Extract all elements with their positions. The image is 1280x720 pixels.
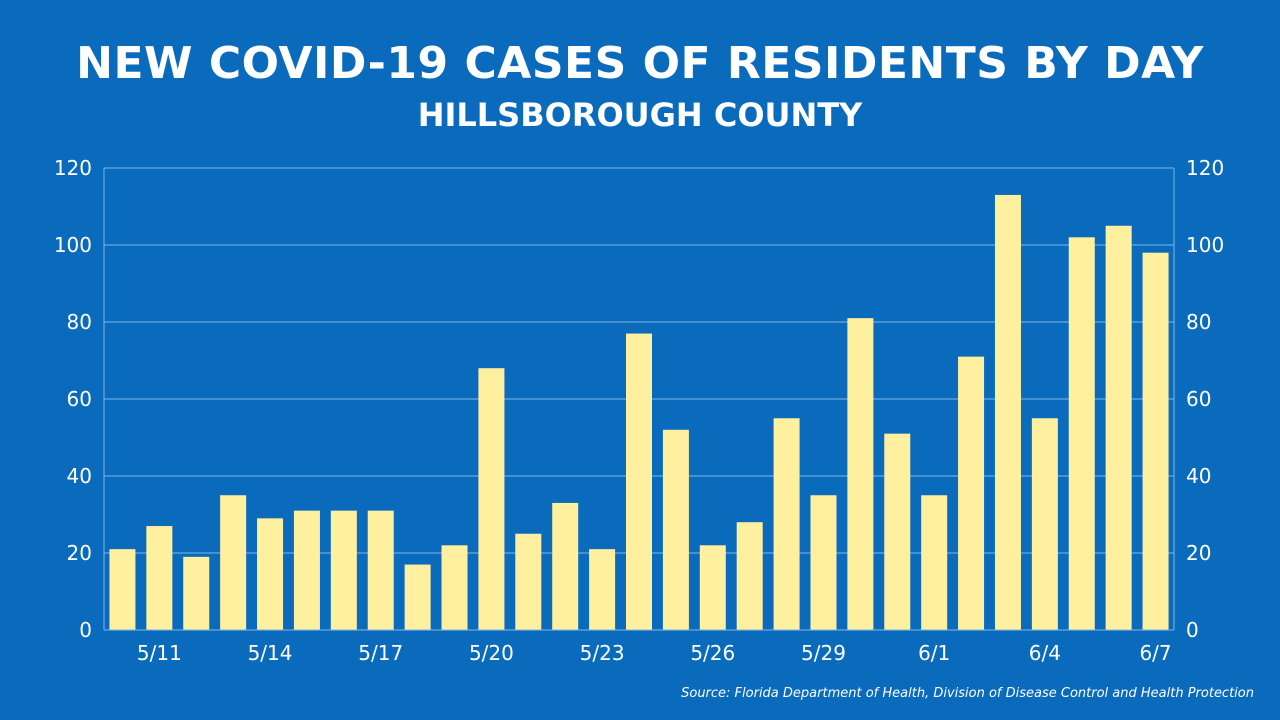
y-tick-label-left: 20	[67, 541, 92, 565]
y-tick-label-left: 60	[67, 387, 92, 411]
bar	[1142, 252, 1169, 630]
x-tick-label: 5/20	[469, 641, 514, 665]
bar	[441, 545, 468, 630]
y-tick-label-right: 100	[1186, 233, 1224, 257]
y-tick-label-left: 100	[54, 233, 92, 257]
bar	[626, 333, 652, 630]
chart-title: NEW COVID-19 CASES OF RESIDENTS BY DAY	[76, 38, 1204, 89]
bar	[1105, 225, 1132, 630]
bar	[662, 429, 689, 630]
bar	[367, 510, 394, 630]
y-tick-label-left: 0	[79, 618, 92, 642]
x-tick-label: 5/14	[248, 641, 293, 665]
source-note: Source: Florida Department of Health, Di…	[681, 686, 1254, 701]
bar	[958, 356, 985, 630]
bar	[220, 495, 247, 630]
x-tick-label: 5/29	[801, 641, 846, 665]
bar	[257, 518, 284, 630]
bar	[1068, 237, 1095, 631]
bar	[109, 549, 136, 630]
bar	[146, 526, 173, 630]
x-tick-label: 5/11	[137, 641, 182, 665]
bar	[994, 194, 1021, 630]
x-tick-label: 6/7	[1139, 641, 1171, 665]
y-tick-label-left: 40	[67, 464, 92, 488]
y-tick-label-right: 0	[1186, 618, 1199, 642]
y-tick-label-right: 20	[1186, 541, 1211, 565]
chart-subtitle: HILLSBOROUGH COUNTY	[417, 96, 863, 134]
bar	[478, 368, 505, 630]
x-tick-label: 6/1	[918, 641, 950, 665]
bar	[921, 495, 948, 630]
y-tick-label-left: 80	[67, 310, 92, 334]
y-tick-label-right: 60	[1186, 387, 1211, 411]
bar	[293, 510, 320, 630]
bar	[1031, 418, 1058, 630]
bar	[699, 545, 726, 630]
bar	[330, 510, 357, 630]
bar	[773, 418, 800, 630]
x-tick-label: 6/4	[1029, 641, 1061, 665]
bar	[847, 318, 874, 630]
bar	[884, 433, 911, 630]
y-tick-label-right: 120	[1186, 156, 1224, 180]
x-tick-label: 5/26	[690, 641, 735, 665]
bar	[810, 495, 837, 630]
bar	[515, 533, 542, 630]
bar	[552, 502, 579, 630]
y-tick-label-right: 80	[1186, 310, 1211, 334]
bar	[736, 522, 763, 630]
bar	[183, 556, 210, 630]
y-tick-label-right: 40	[1186, 464, 1211, 488]
y-tick-label-left: 120	[54, 156, 92, 180]
bar	[589, 549, 616, 630]
x-tick-label: 5/17	[358, 641, 403, 665]
bar	[404, 564, 431, 630]
x-tick-label: 5/23	[580, 641, 625, 665]
